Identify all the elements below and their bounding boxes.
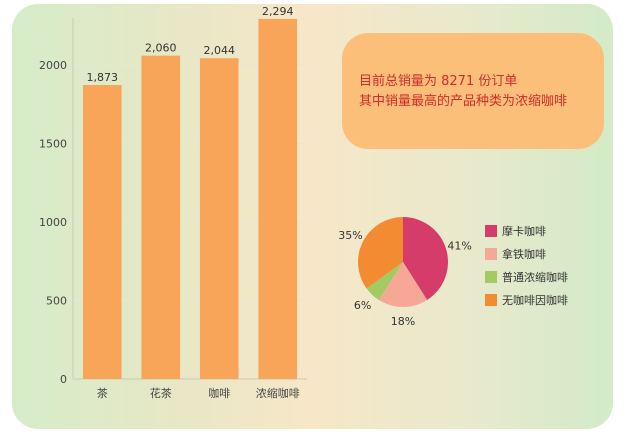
pie-slice-4[interactable] [358,217,403,289]
y-tick-label: 0 [60,373,67,386]
charts-canvas: 0 500 1000 1500 2000 1,873 2,060 2,044 2,294 茶 花… [39,5,568,400]
bar-value-label: 1,873 [87,71,119,84]
pie-slice-2[interactable] [378,262,428,307]
x-tick-label: 咖啡 [208,386,230,400]
bar-value-label: 2,060 [145,42,177,55]
bar-4[interactable] [258,18,298,379]
pie-slice-3[interactable] [366,262,403,300]
dashboard-panel: 0 500 1000 1500 2000 1,873 2,060 2,044 2,294 茶 花… [12,4,613,429]
x-tick-label: 花茶 [150,387,172,400]
legend-swatch [485,225,497,237]
pie-percent-label: 35% [338,229,362,242]
y-tick-label: 1500 [39,138,67,151]
y-tick-label: 1000 [39,216,67,229]
bar-value-label: 2,044 [204,44,236,57]
pie-percent-label: 18% [391,315,415,328]
legend-swatch [485,294,497,306]
summary-total-text: 目前总销量为 8271 份订单 [359,74,518,89]
pie-slice-1[interactable] [403,217,448,300]
legend-label[interactable]: 拿铁咖啡 [502,247,546,261]
pie-percent-label: 6% [354,299,371,312]
bar-1[interactable] [82,85,122,379]
x-tick-label: 茶 [97,387,108,400]
summary-card: 目前总销量为 8271 份订单 其中销量最高的产品种类为浓缩咖啡 [342,33,604,149]
legend-swatch [485,271,497,283]
bar-value-label: 2,294 [262,5,294,18]
y-tick-label: 500 [46,295,67,308]
y-tick-label: 2000 [39,59,67,72]
summary-top-product-text: 其中销量最高的产品种类为浓缩咖啡 [359,94,568,109]
bar-chart: 0 500 1000 1500 2000 1,873 2,060 2,044 2,294 茶 花… [39,5,307,400]
legend-label[interactable]: 摩卡咖啡 [502,224,546,238]
pie-chart: 41% 18% 6% 35% [338,217,472,328]
legend-label[interactable]: 无咖啡因咖啡 [502,293,568,307]
bar-3[interactable] [199,58,239,379]
x-tick-label: 浓缩咖啡 [256,386,300,400]
bar-2[interactable] [141,55,181,380]
legend-swatch [485,248,497,260]
legend-label[interactable]: 普通浓缩咖啡 [502,270,568,284]
pie-percent-label: 41% [447,240,471,253]
